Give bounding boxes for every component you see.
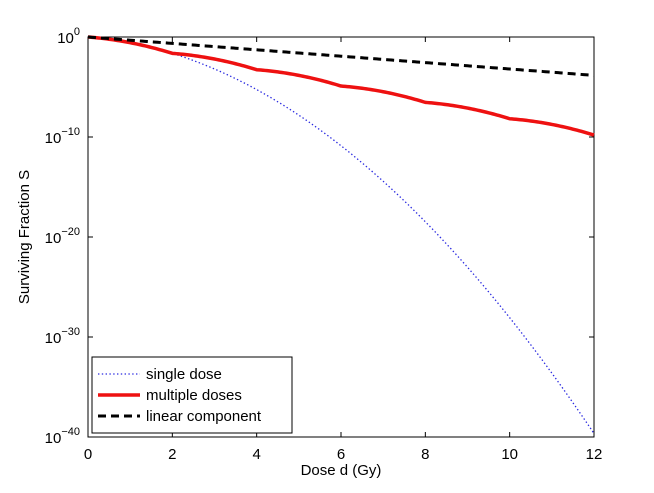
series-single-dose [87,36,595,434]
series-linear-component [87,35,595,77]
x-tick-label: 12 [586,446,603,463]
y-axis-label: Surviving Fraction S [16,170,33,304]
x-tick-label: 0 [84,446,92,463]
legend-label-multiple-doses: multiple doses [146,387,242,404]
x-axis-label: Dose d (Gy) [301,462,382,479]
series-layer [87,35,595,434]
x-tick-label: 4 [252,446,260,463]
x-tick-label: 10 [501,446,518,463]
y-tick-label: 100 [57,26,80,47]
legend-label-single-dose: single dose [146,366,222,383]
x-tick-label: 8 [421,446,429,463]
y-tick-label: 10−40 [45,426,80,447]
y-tick-label: 10−20 [45,226,80,247]
legend: single dose multiple doses linear compon… [91,356,293,434]
series-multiple-doses [87,35,595,137]
x-tick-label: 6 [337,446,345,463]
legend-label-linear-component: linear component [146,408,262,425]
x-tick-label: 2 [168,446,176,463]
y-tick-label: 10−30 [45,326,80,347]
axis-ticks: 0 2 4 6 8 10 12 100 10−10 10−20 10−30 10−40 [45,26,603,463]
y-tick-label: 10−10 [45,126,80,147]
